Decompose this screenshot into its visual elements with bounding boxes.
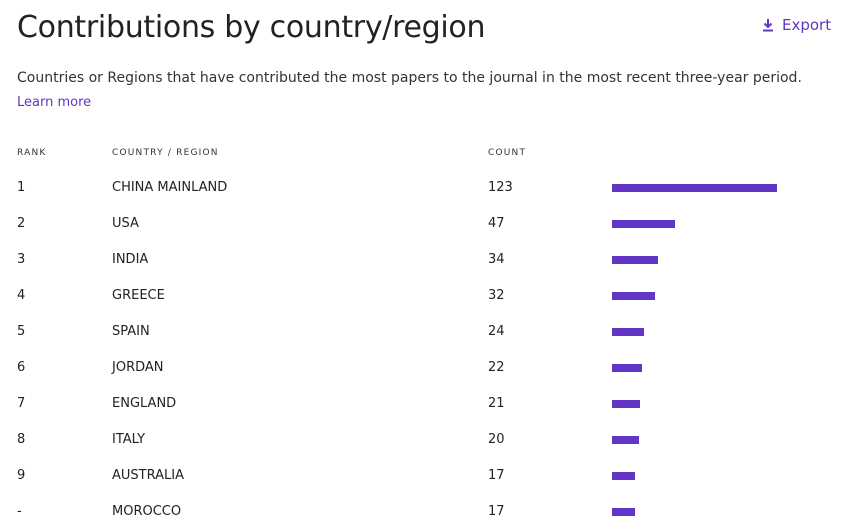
rank: 5 [17,324,26,339]
count: 24 [488,324,505,339]
count: 47 [488,216,505,231]
count: 22 [488,360,505,375]
description-text: Countries or Regions that have contribut… [17,70,802,86]
country: INDIA [112,252,149,267]
country: AUSTRALIA [112,468,184,483]
count: 20 [488,432,505,447]
description: Countries or Regions that have contribut… [17,66,827,115]
rank: 3 [17,252,26,267]
export-button[interactable]: Export [762,16,831,34]
bar [612,400,641,408]
country: ENGLAND [112,396,177,411]
count: 123 [488,180,513,195]
rank: 1 [17,180,26,195]
column-header: COUNT [488,148,527,158]
bar [612,256,658,264]
bar [612,508,635,516]
bar [612,364,642,372]
bar [612,184,778,192]
count: 32 [488,288,505,303]
count: 34 [488,252,505,267]
rank: 2 [17,216,26,231]
bar [612,472,635,480]
count: 17 [488,504,505,519]
country: CHINA MAINLAND [112,180,228,195]
bar [612,220,676,228]
rank: 9 [17,468,26,483]
page-title: Contributions by country/region [17,10,486,45]
bar [612,436,639,444]
count: 17 [488,468,505,483]
country: JORDAN [112,360,164,375]
country: MOROCCO [112,504,182,519]
column-header: COUNTRY / REGION [112,148,219,158]
bar [612,292,655,300]
rank: 4 [17,288,26,303]
country: SPAIN [112,324,150,339]
rank: 7 [17,396,26,411]
country: USA [112,216,139,231]
export-label: Export [782,16,832,34]
download-icon [763,19,773,32]
rank: - [17,504,22,519]
bar [612,328,645,336]
rank: 6 [17,360,26,375]
country: ITALY [112,432,146,447]
learn-more-link[interactable]: Learn more [17,95,92,110]
column-header: RANK [17,148,47,158]
rank: 8 [17,432,26,447]
count: 21 [488,396,505,411]
country: GREECE [112,288,165,303]
